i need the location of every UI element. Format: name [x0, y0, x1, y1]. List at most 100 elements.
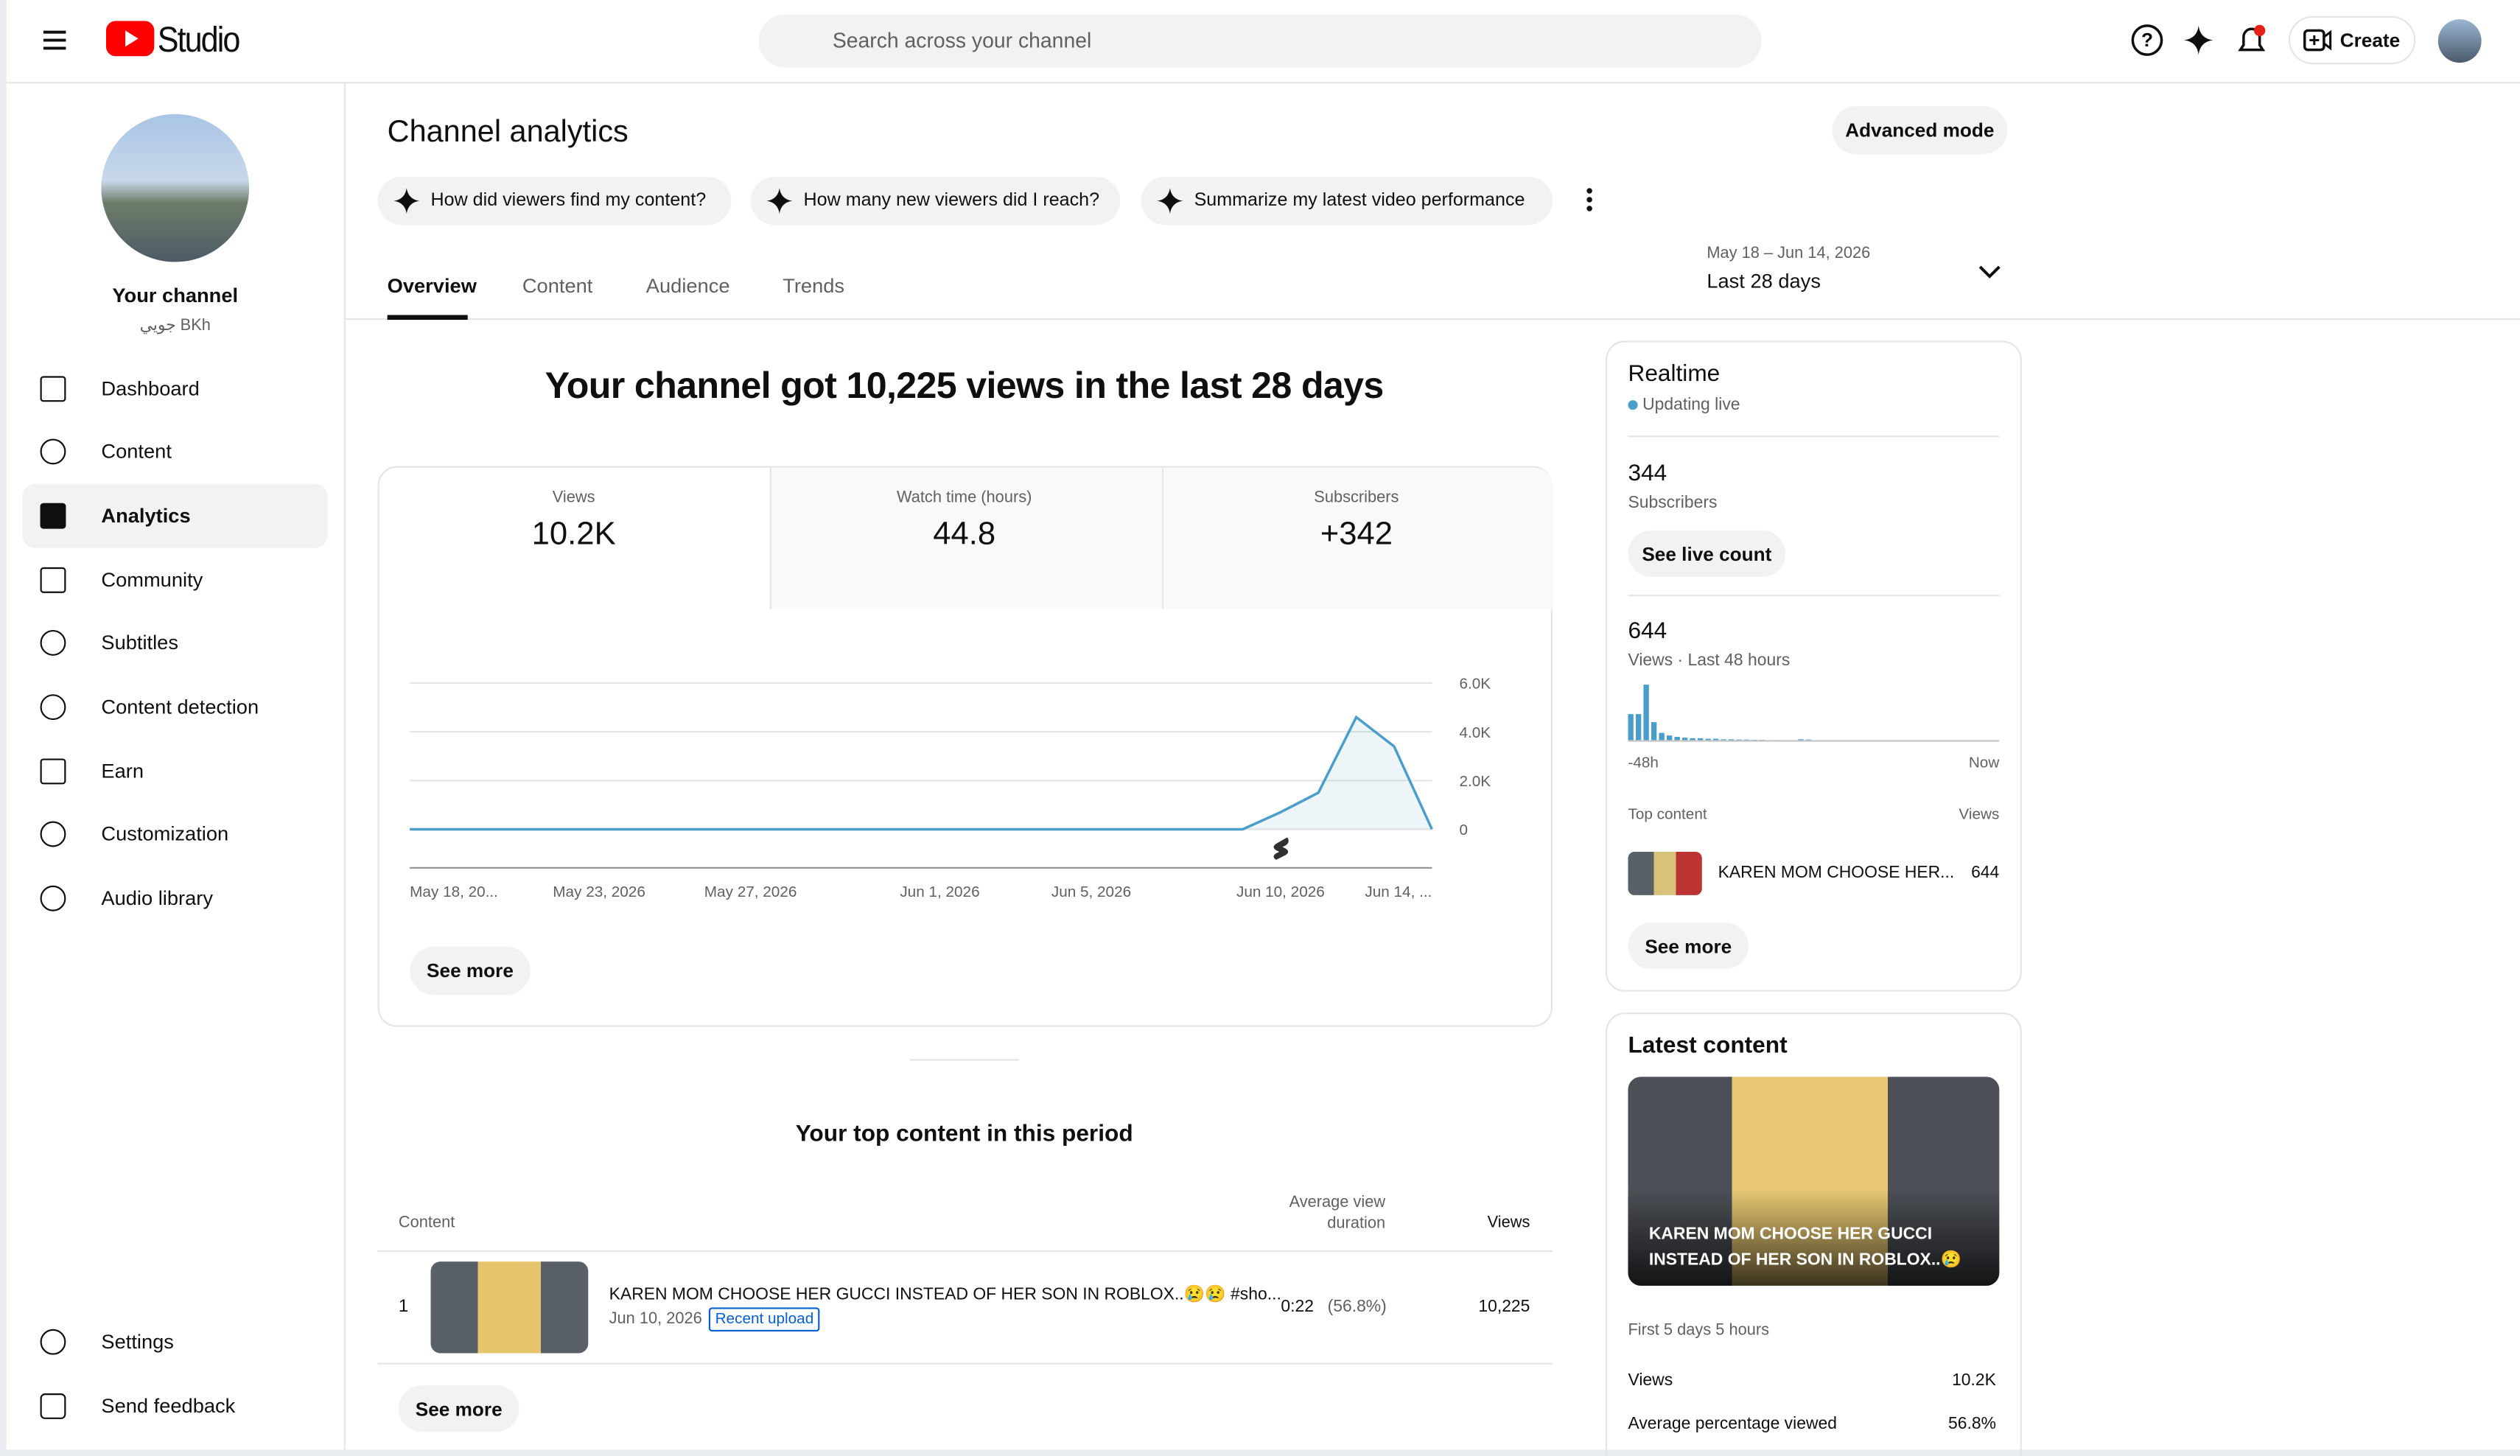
tab[interactable]: Content	[522, 274, 593, 298]
see-more-button[interactable]	[410, 946, 531, 995]
nav-label: Dashboard	[101, 377, 200, 401]
nav-item[interactable]	[23, 1310, 328, 1374]
y-tick-label: 2.0K	[1459, 773, 1491, 790]
prompt-label: How did viewers find my content?	[430, 191, 707, 211]
nav-item[interactable]	[23, 739, 328, 803]
see-more-button-label: See more	[427, 959, 514, 982]
nav-item[interactable]	[23, 419, 328, 483]
avg-duration: 0:22	[1281, 1297, 1314, 1317]
nav-icon	[40, 1393, 66, 1419]
x-tick-label: Jun 14, ...	[1365, 883, 1432, 900]
views-label: Views · Last 48 hours	[1628, 651, 1791, 671]
create-label: Create	[2339, 29, 2401, 52]
x-tick-label: May 27, 2026	[704, 883, 797, 900]
search-box[interactable]	[758, 14, 1762, 68]
bar	[1705, 738, 1711, 741]
nav-icon	[40, 758, 66, 785]
logo-icon[interactable]	[105, 21, 155, 57]
header-icons[interactable]: ?	[2128, 21, 2272, 59]
more-menu[interactable]	[1586, 186, 1593, 212]
prompt-chip[interactable]	[1141, 176, 1553, 225]
column-header: Content	[398, 1214, 455, 1232]
axis-label: -48h	[1628, 755, 1659, 773]
advanced-mode-button[interactable]	[1832, 105, 2008, 155]
thumbnail[interactable]	[430, 1261, 589, 1354]
channel-name: Your channel	[112, 284, 239, 307]
latest-card	[1605, 1012, 2022, 1456]
video-title[interactable]: KAREN MOM CHOOSE HER GUCCI INSTEAD OF HE…	[1648, 1225, 1962, 1270]
bar	[1651, 722, 1657, 741]
nav-icon	[40, 438, 66, 465]
chart-card	[377, 466, 1553, 1027]
headline: Your channel got 10,225 views in the las…	[545, 364, 1385, 406]
bar	[1690, 738, 1695, 741]
metric-label: Subscribers	[1314, 489, 1399, 508]
tab-underline	[387, 315, 468, 321]
bar	[1666, 735, 1673, 741]
live-dot	[1628, 400, 1638, 410]
views: 644	[1971, 863, 2000, 883]
row-divider	[377, 1362, 1553, 1365]
channel-avatar[interactable]	[101, 113, 250, 262]
line-chart: 0 2.0K 4.0K 6.0K May 18, 20... May 23, 2026 Ma…	[410, 676, 1491, 900]
axis-label: Now	[1968, 755, 2000, 773]
bar	[1712, 738, 1719, 741]
create-button[interactable]	[2288, 15, 2416, 65]
thumbnail[interactable]	[1628, 851, 1702, 895]
nav-label: Audio library	[101, 886, 213, 910]
thumbnail-shade	[1628, 1189, 2000, 1286]
prompt-chip[interactable]	[750, 176, 1121, 225]
x-tick-label: May 23, 2026	[553, 883, 645, 900]
menu-icon[interactable]	[41, 26, 69, 55]
header-border	[0, 82, 2520, 84]
nav-label: Content detection	[101, 696, 259, 718]
create-icon	[2303, 29, 2332, 52]
date-range[interactable]: May 18 – Jun 14, 2026	[1707, 245, 1871, 263]
stat-label: Average percentage viewed	[1628, 1414, 1837, 1434]
channel-handle: جويي BKh	[139, 317, 211, 335]
tab[interactable]: Overview	[387, 274, 477, 298]
stat-label: Views	[1628, 1371, 1673, 1390]
avatar[interactable]	[2437, 19, 2482, 63]
bar	[1635, 714, 1642, 741]
page-edge-bottom	[0, 1449, 2520, 1456]
tab[interactable]: Audience	[645, 274, 730, 298]
nav-label: Earn	[101, 760, 144, 783]
column-header: Views	[1487, 1214, 1530, 1232]
realtime-chart	[1628, 685, 2000, 742]
see-more-button[interactable]	[1628, 922, 1749, 970]
period-label[interactable]: Last 28 days	[1707, 270, 1821, 293]
x-tick-label: May 18, 20...	[410, 883, 498, 900]
nav-label: Content	[101, 440, 172, 463]
see-more-button-label: See more	[1645, 934, 1732, 957]
prompt-label: Summarize my latest video performance	[1194, 191, 1525, 211]
divider	[1628, 435, 2000, 438]
sparkle-icon	[393, 188, 420, 214]
video-title[interactable]: KAREN MOM CHOOSE HER...	[1718, 863, 1955, 883]
section-title: Your top content in this period	[795, 1121, 1133, 1148]
nav-label: Subtitles	[101, 631, 179, 654]
area	[410, 717, 1432, 830]
chevron[interactable]	[1978, 264, 2001, 280]
card-title: Latest content	[1628, 1033, 1788, 1060]
see-live-count-button[interactable]	[1628, 530, 1786, 578]
rank: 1	[398, 1297, 409, 1317]
prompt-chip[interactable]	[377, 176, 732, 225]
nav-label: Customization	[101, 822, 229, 846]
nav-item[interactable]	[22, 483, 328, 548]
video-title[interactable]: KAREN MOM CHOOSE HER GUCCI INSTEAD OF HE…	[609, 1284, 1281, 1304]
bar	[1697, 738, 1704, 741]
tab[interactable]: Trends	[783, 274, 845, 298]
metric-tab[interactable]	[1161, 467, 1553, 609]
metric-tab[interactable]	[770, 467, 1162, 609]
nav-icon	[40, 885, 66, 911]
logo-text[interactable]: Studio	[157, 19, 241, 60]
nav-icon	[40, 567, 66, 593]
see-more-button[interactable]	[398, 1385, 519, 1432]
x-tick-label: Jun 10, 2026	[1236, 883, 1325, 900]
period: First 5 days 5 hours	[1628, 1321, 1770, 1340]
nav-label: Send feedback	[101, 1395, 236, 1418]
metric-label: Views	[552, 489, 595, 508]
